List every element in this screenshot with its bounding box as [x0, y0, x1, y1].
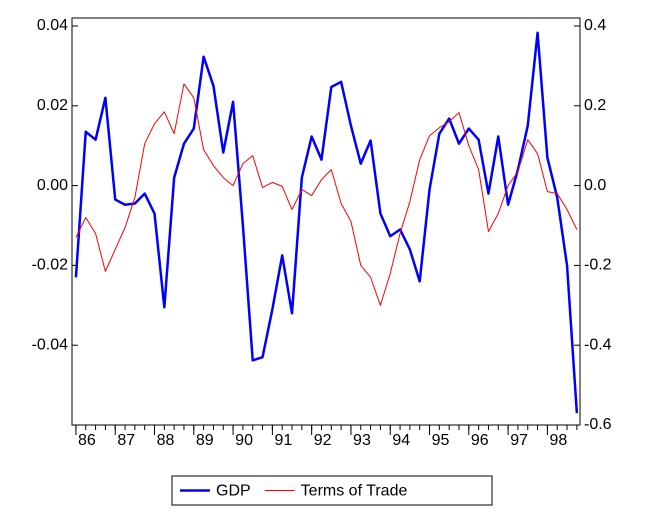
- y-tick-label: 0.04: [37, 17, 68, 34]
- legend-label: GDP: [216, 483, 251, 500]
- x-tick-label: 89: [196, 432, 214, 449]
- x-tick-label: 91: [274, 432, 292, 449]
- legend-box: [171, 475, 493, 506]
- y2-tick-label: -0.6: [584, 416, 612, 433]
- y-tick-label: -0.04: [32, 336, 69, 353]
- x-tick-label: 95: [432, 432, 450, 449]
- y2-tick-label: 0.4: [584, 17, 606, 34]
- x-tick-label: 88: [157, 432, 175, 449]
- y-tick-label: 0.00: [37, 177, 68, 194]
- x-tick-label: 94: [392, 432, 410, 449]
- x-tick-label: 93: [353, 432, 371, 449]
- x-tick-label: 87: [117, 432, 135, 449]
- y2-tick-label: -0.4: [584, 336, 612, 353]
- x-tick-label: 97: [510, 432, 528, 449]
- y-tick-label: 0.02: [37, 97, 68, 114]
- x-tick-label: 98: [549, 432, 567, 449]
- x-tick-label: 86: [78, 432, 96, 449]
- y2-tick-label: 0.0: [584, 177, 606, 194]
- y-tick-label: -0.02: [32, 257, 69, 274]
- legend-label: Terms of Trade: [301, 483, 408, 500]
- series-line: [75, 83, 578, 306]
- plot-frame: [71, 17, 581, 426]
- series-line: [74, 31, 579, 414]
- y2-tick-label: 0.2: [584, 97, 606, 114]
- x-tick-label: 90: [235, 432, 253, 449]
- y2-tick-label: -0.2: [584, 257, 612, 274]
- x-tick-label: 96: [471, 432, 489, 449]
- x-tick-label: 92: [314, 432, 332, 449]
